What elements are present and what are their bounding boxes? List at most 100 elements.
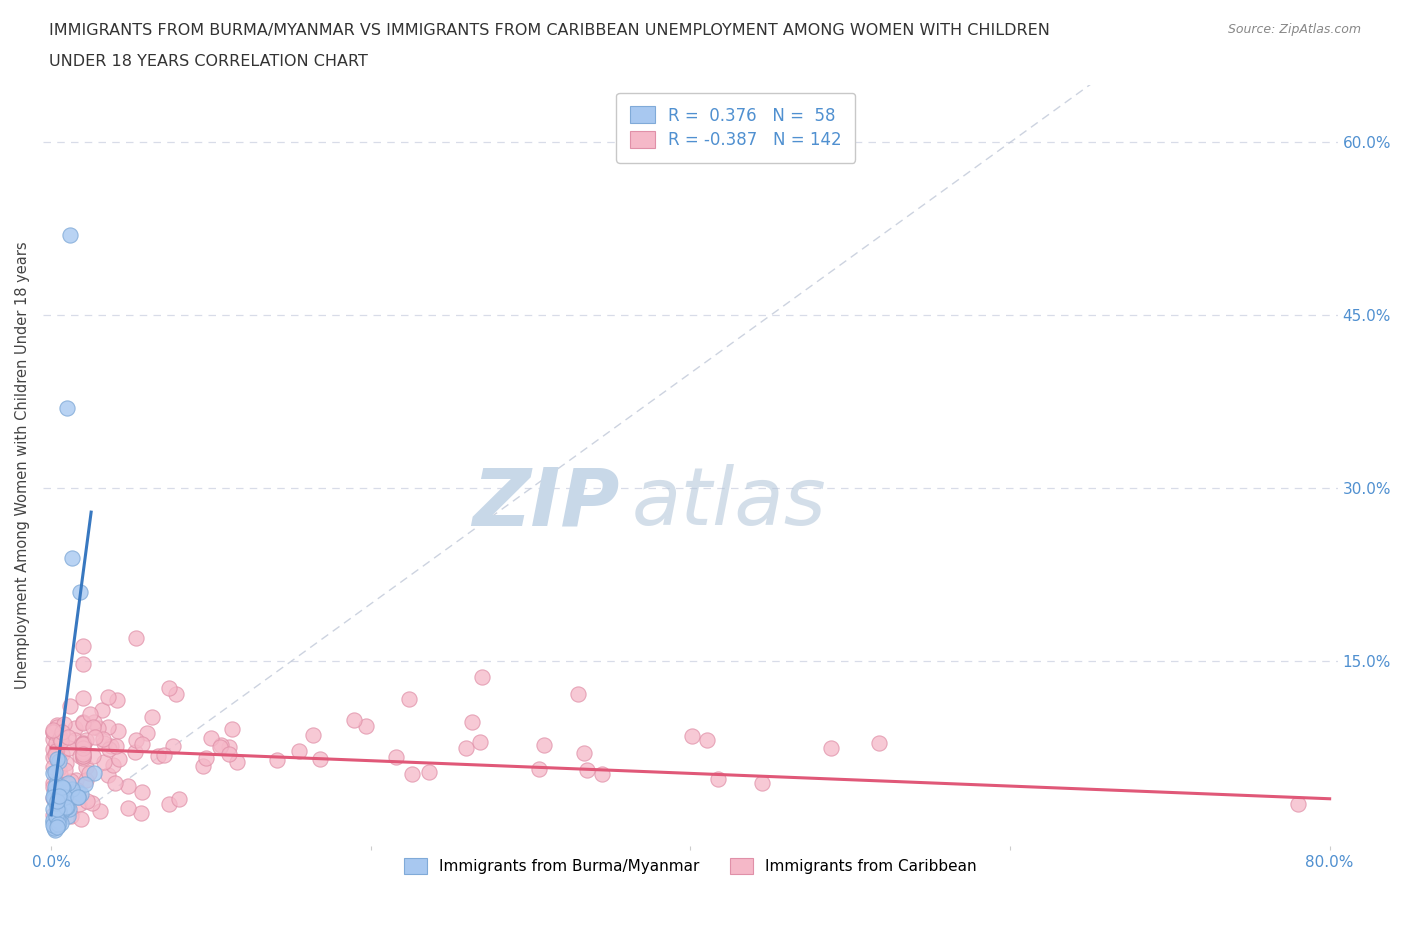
Point xyxy=(75,772,97,787)
Point xyxy=(44,822,66,837)
Point xyxy=(56,809,79,824)
Point xyxy=(125,733,148,748)
Point xyxy=(80,795,103,810)
Point xyxy=(72,714,94,729)
Point xyxy=(98,742,121,757)
Point xyxy=(67,785,90,800)
Point xyxy=(48,767,70,782)
Point xyxy=(42,821,65,836)
Point xyxy=(48,760,70,775)
Point xyxy=(93,755,115,770)
Point xyxy=(209,737,232,752)
Point xyxy=(42,790,65,805)
Point xyxy=(70,811,93,826)
Point xyxy=(72,738,94,753)
Point xyxy=(91,703,114,718)
Point xyxy=(105,693,128,708)
Point xyxy=(55,763,77,777)
Point xyxy=(72,737,94,751)
Point xyxy=(52,794,75,809)
Point xyxy=(575,763,598,777)
Point xyxy=(87,721,110,736)
Point xyxy=(83,765,105,780)
Point xyxy=(72,657,94,671)
Text: UNDER 18 YEARS CORRELATION CHART: UNDER 18 YEARS CORRELATION CHART xyxy=(49,54,368,69)
Point xyxy=(45,743,67,758)
Point xyxy=(131,785,153,800)
Point xyxy=(48,815,70,830)
Point xyxy=(135,725,157,740)
Point xyxy=(398,692,420,707)
Point xyxy=(55,790,77,804)
Point xyxy=(73,777,96,791)
Point xyxy=(46,813,69,828)
Point xyxy=(75,760,97,775)
Point xyxy=(159,681,181,696)
Point xyxy=(75,733,97,748)
Point xyxy=(42,790,65,805)
Point xyxy=(55,799,77,814)
Point xyxy=(96,767,118,782)
Point xyxy=(751,775,773,790)
Point xyxy=(70,737,93,752)
Point xyxy=(124,744,146,759)
Point xyxy=(72,749,94,764)
Point xyxy=(591,766,613,781)
Point xyxy=(51,747,73,762)
Point xyxy=(69,749,91,764)
Point xyxy=(42,807,65,822)
Point xyxy=(51,788,73,803)
Point xyxy=(48,804,70,818)
Point xyxy=(48,788,70,803)
Point xyxy=(51,734,73,749)
Point xyxy=(97,719,120,734)
Point xyxy=(418,765,440,780)
Point xyxy=(107,724,129,738)
Point xyxy=(59,698,82,713)
Point xyxy=(52,802,75,817)
Text: IMMIGRANTS FROM BURMA/MYANMAR VS IMMIGRANTS FROM CARIBBEAN UNEMPLOYMENT AMONG WO: IMMIGRANTS FROM BURMA/MYANMAR VS IMMIGRA… xyxy=(49,23,1050,38)
Point xyxy=(65,773,87,788)
Point xyxy=(93,736,115,751)
Point xyxy=(42,786,65,801)
Point xyxy=(42,760,65,775)
Point xyxy=(83,715,105,730)
Point xyxy=(401,767,423,782)
Point xyxy=(70,787,93,802)
Point xyxy=(46,793,69,808)
Point xyxy=(343,712,366,727)
Point xyxy=(67,796,90,811)
Point xyxy=(131,737,153,751)
Point xyxy=(107,751,129,766)
Point xyxy=(868,736,890,751)
Point xyxy=(45,751,67,766)
Legend: Immigrants from Burma/Myanmar, Immigrants from Caribbean: Immigrants from Burma/Myanmar, Immigrant… xyxy=(398,852,983,881)
Point xyxy=(567,687,589,702)
Point xyxy=(51,725,73,740)
Point xyxy=(49,809,72,824)
Point xyxy=(1286,797,1309,812)
Point xyxy=(45,808,67,823)
Point xyxy=(208,739,231,754)
Point xyxy=(58,729,80,744)
Point xyxy=(72,745,94,760)
Text: ZIP: ZIP xyxy=(472,464,619,542)
Point xyxy=(104,776,127,790)
Point xyxy=(63,733,86,748)
Point xyxy=(72,639,94,654)
Point xyxy=(103,758,125,773)
Point xyxy=(157,797,180,812)
Point xyxy=(59,227,82,242)
Point xyxy=(165,686,187,701)
Point xyxy=(82,719,104,734)
Point xyxy=(42,779,65,794)
Point xyxy=(460,714,482,729)
Point xyxy=(46,720,69,735)
Point xyxy=(131,805,153,820)
Point xyxy=(42,750,65,764)
Point xyxy=(266,752,288,767)
Point xyxy=(53,717,76,732)
Point xyxy=(44,764,66,779)
Point xyxy=(66,783,89,798)
Point xyxy=(100,738,122,753)
